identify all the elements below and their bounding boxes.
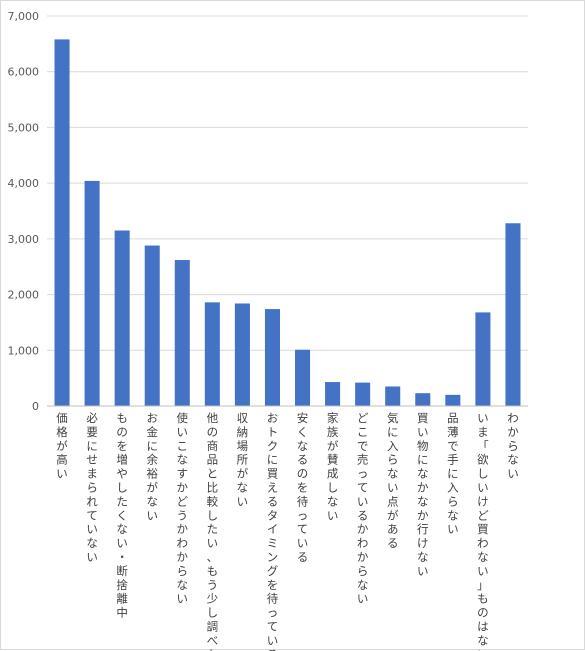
bar (505, 223, 521, 406)
bar (174, 260, 190, 406)
x-tick-label: いま「欲しいけど買わない」ものはない (477, 411, 489, 651)
y-tick-label: 0 (32, 400, 39, 413)
x-tick-label: おトクに買えるタイミングを待っている (267, 411, 279, 651)
bar (355, 382, 371, 406)
y-tick-label: 5,000 (8, 121, 40, 134)
x-tick-label: 買い物になかなか行けない (417, 411, 429, 578)
bar (475, 312, 491, 406)
x-tick-label: お金に余裕がない (146, 411, 158, 522)
bar (204, 302, 220, 406)
x-tick-label: 使いこなすかどうかわからない (177, 411, 189, 606)
x-tick-label: 他の商品と比較したい、もう少し調べたい (207, 411, 219, 651)
x-tick-label: 家族が賛成しない (327, 411, 339, 522)
bar (234, 303, 250, 406)
bar (54, 39, 70, 407)
x-tick-label: 品薄で手に入らない (447, 411, 459, 536)
x-tick-label: 気に入らない点がある (387, 411, 399, 550)
y-tick-label: 3,000 (8, 233, 40, 246)
bar (295, 349, 311, 406)
x-tick-label: 収納場所がない (237, 411, 249, 508)
x-tick-label: どこで売っているかわからない (357, 411, 369, 606)
bar (445, 394, 461, 406)
bar (415, 393, 431, 406)
x-tick-label: 安くなるのを待っている (297, 411, 309, 564)
x-tick-label: 価格が高い (56, 411, 68, 481)
bar (325, 382, 341, 406)
x-tick-label: 必要にせまられていない (86, 411, 98, 564)
bar (114, 230, 130, 406)
y-tick-label: 6,000 (8, 66, 40, 79)
bar (385, 386, 401, 406)
category-labels: 価格が高い 必要にせまられていない ものを増やしたくない・断捨離中 お金に余裕がない 使… (56, 411, 519, 651)
y-tick-label: 2,000 (8, 289, 40, 302)
y-tick-label: 7,000 (8, 10, 40, 23)
bar (264, 309, 280, 406)
bar (144, 245, 160, 406)
y-tick-label: 1,000 (8, 344, 40, 357)
bars (54, 39, 521, 407)
y-tick-label: 4,000 (8, 177, 40, 190)
x-tick-label: ものを増やしたくない・断捨離中 (116, 411, 128, 620)
x-tick-label: わからない (507, 411, 519, 481)
y-axis: 0 1,000 2,000 3,000 4,000 5,000 6,000 7,000 (8, 10, 40, 413)
bar (84, 180, 100, 406)
